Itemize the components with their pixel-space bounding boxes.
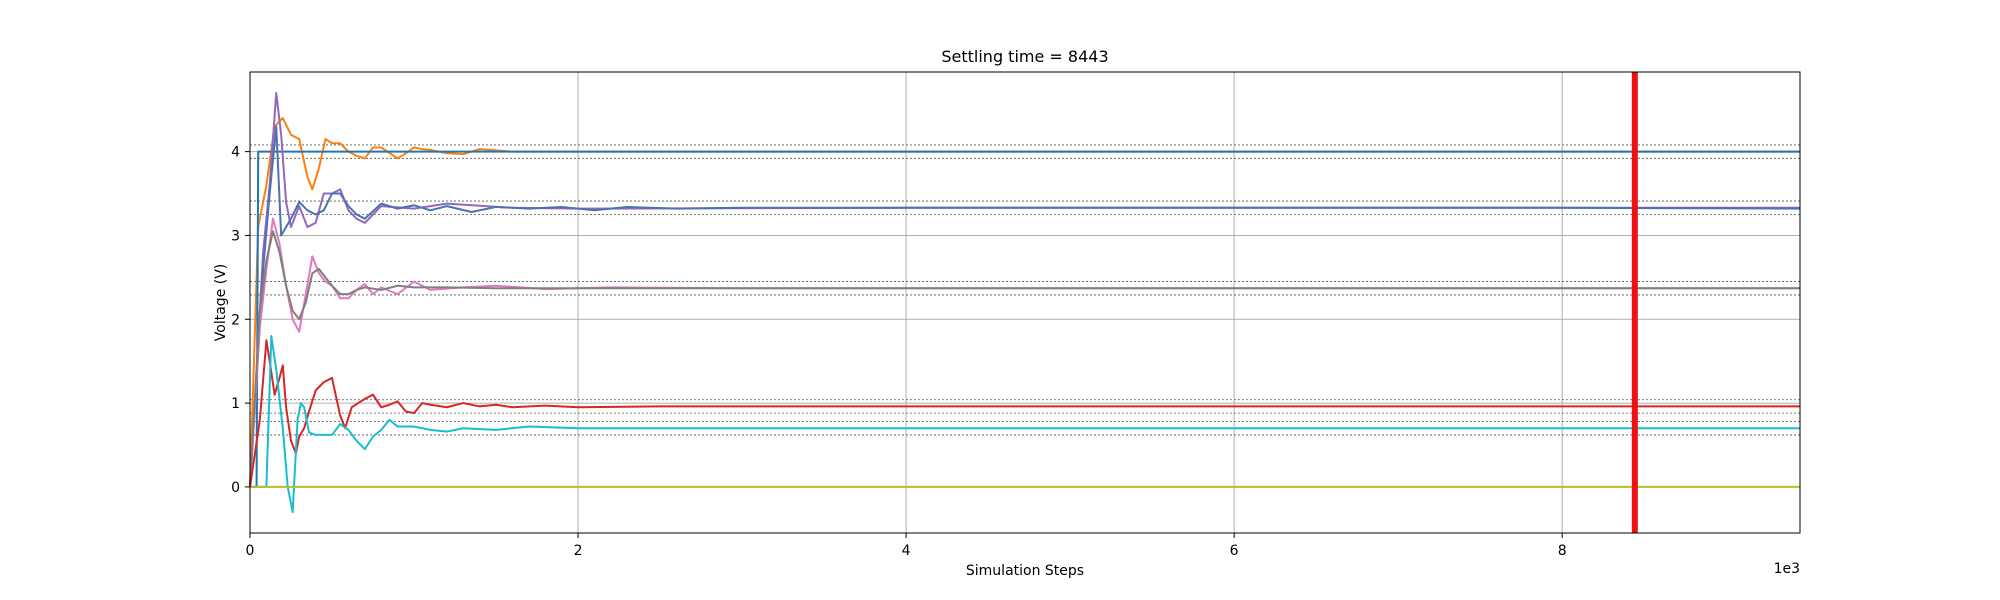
x-tick-label: 4: [902, 543, 911, 559]
series-line: [250, 335, 1800, 514]
y-tick-label: 2: [231, 312, 240, 328]
y-tick-label: 4: [231, 145, 240, 161]
y-tick-label: 3: [231, 228, 240, 244]
series-line: [249, 339, 1800, 488]
series-line: [249, 230, 1800, 487]
data-series: [249, 91, 1801, 514]
x-tick-label: 2: [574, 543, 583, 559]
x-tick-label: 6: [1230, 543, 1239, 559]
x-axis-ticks: 0 2 4 6 8: [246, 533, 1567, 559]
y-tick-label: 1: [231, 396, 240, 412]
x-tick-label: 8: [1558, 543, 1567, 559]
y-tick-label: 0: [231, 480, 240, 496]
x-axis-scale-note: 1e3: [1774, 561, 1800, 577]
y-axis-label: Voltage (V): [213, 264, 229, 341]
x-axis-label: Simulation Steps: [966, 563, 1084, 579]
series-line: [249, 125, 1801, 487]
y-axis-ticks: 0 1 2 3 4: [231, 145, 250, 496]
x-tick-label: 0: [246, 543, 255, 559]
series-line: [250, 150, 1800, 488]
chart-title: Settling time = 8443: [941, 47, 1108, 66]
plot-frame: [249, 71, 1801, 534]
